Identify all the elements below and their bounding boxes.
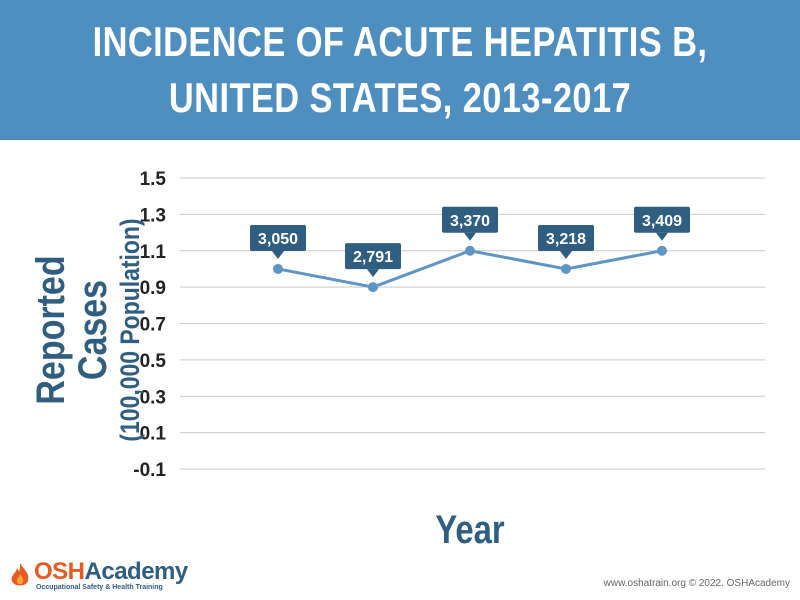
y-tick-label: 0.3 [140, 387, 166, 408]
x-axis-label: Year [435, 508, 505, 552]
copyright-footer: www.oshatrain.org © 2022. OSHAcademy [603, 578, 790, 589]
y-tick-label: 0.9 [140, 278, 166, 299]
oshacademy-logo: OSHAcademy Occupational Safety & Health … [8, 556, 188, 596]
data-label-pointer [272, 250, 284, 259]
data-point [657, 245, 667, 256]
data-point [368, 282, 378, 293]
line-chart: 1.51.31.10.90.70.50.30.1-0.1201320142015… [133, 169, 765, 480]
logo-tagline: Occupational Safety & Health Training [36, 584, 163, 591]
data-label-box [345, 243, 401, 270]
logo-text: OSHAcademy [34, 558, 188, 585]
chart-title-line1: INCIDENCE OF ACUTE HEPATITIS B, [92, 18, 708, 65]
y-axis-label: Reported Cases [29, 255, 115, 405]
data-label: 3,409 [642, 213, 682, 230]
data-label-box [634, 206, 690, 233]
y-tick-label: 0.1 [140, 424, 167, 445]
y-tick-label: 0.5 [140, 351, 167, 372]
data-point [465, 245, 475, 256]
data-label: 3,218 [546, 231, 586, 248]
data-label: 3,370 [450, 213, 490, 230]
data-label: 3,050 [258, 231, 298, 248]
data-label-box [250, 224, 306, 251]
data-label-pointer [656, 232, 668, 241]
data-label-pointer [367, 269, 379, 278]
data-label-pointer [464, 232, 476, 241]
title-banner: INCIDENCE OF ACUTE HEPATITIS B, UNITED S… [0, 0, 800, 140]
data-point [561, 263, 571, 274]
y-axis-sublabel: (100,000 Population) [115, 218, 145, 442]
data-label: 2,791 [353, 249, 393, 266]
y-tick-label: 1.1 [140, 242, 167, 263]
y-tick-label: -0.1 [133, 460, 166, 480]
y-tick-label: 0.7 [140, 315, 166, 336]
y-tick-label: 1.3 [140, 205, 166, 226]
flame-icon [11, 563, 29, 586]
data-label-box [538, 224, 594, 251]
data-label-box [442, 206, 498, 233]
series-line [277, 249, 663, 289]
data-point [273, 263, 283, 274]
data-label-pointer [560, 250, 572, 259]
y-tick-label: 1.5 [140, 169, 167, 190]
chart-title-line2: UNITED STATES, 2013-2017 [168, 74, 632, 121]
